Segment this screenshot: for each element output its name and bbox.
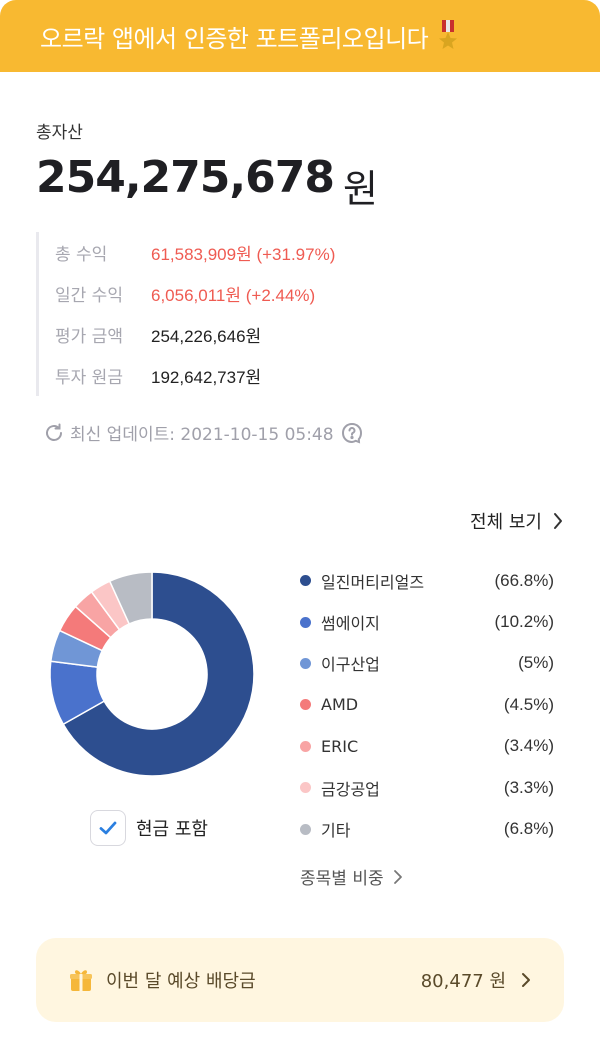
legend-item: ERIC (3.4%) xyxy=(300,726,554,767)
stat-value: 254,226,646원 xyxy=(151,327,262,346)
donut-slice-0 xyxy=(62,571,255,777)
legend-percent: (10.2%) xyxy=(494,612,554,632)
check-icon xyxy=(99,821,117,835)
legend-percent: (3.4%) xyxy=(503,736,554,756)
dividend-label: 이번 달 예상 배당금 xyxy=(106,971,256,992)
legend-percent: (3.3%) xyxy=(503,777,554,797)
legend-label: AMD xyxy=(321,695,359,715)
stat-row-daily-profit: 일간 수익 6,056,011원 (+2.44%) xyxy=(39,273,559,314)
legend-dot xyxy=(300,740,311,752)
banner-text: 오르락 앱에서 인증한 포트폴리오입니다 xyxy=(40,24,429,53)
legend-label: 이구산업 xyxy=(321,655,380,675)
stat-row-principal: 투자 원금 192,642,737원 xyxy=(39,355,559,396)
weight-by-stock-link[interactable]: 종목별 비중 xyxy=(300,864,404,889)
legend-percent: (66.8%) xyxy=(494,570,554,590)
legend-item: 썸에이지 (10.2%) xyxy=(300,601,554,642)
total-assets-unit: 원 xyxy=(343,167,378,211)
legend-dot xyxy=(300,823,311,835)
refresh-icon[interactable] xyxy=(42,421,66,445)
chevron-right-icon xyxy=(392,868,404,886)
legend-dot xyxy=(300,616,311,628)
view-all-link[interactable]: 전체 보기 xyxy=(470,508,564,534)
gift-icon xyxy=(68,967,94,993)
profit-stats: 총 수익 61,583,909원 (+31.97%) 일간 수익 6,056,0… xyxy=(36,232,559,396)
legend-item: 이구산업 (5%) xyxy=(300,643,554,684)
include-cash-label: 현금 포함 xyxy=(136,819,208,840)
legend-dot xyxy=(300,657,311,669)
legend-percent: (6.8%) xyxy=(503,819,554,839)
chart-legend: 일진머티리얼즈 (66.8%) 썸에이지 (10.2%) 이구산업 (5%) AMD (4.5… xyxy=(300,560,554,850)
holdings-donut-chart xyxy=(49,571,255,777)
donut-slice-6 xyxy=(108,571,153,625)
last-update: 최신 업데이트: 2021-10-15 05:48 xyxy=(42,420,364,445)
legend-dot xyxy=(300,575,311,587)
legend-label: 썸에이지 xyxy=(321,614,380,634)
stat-value: 6,056,011원 (+2.44%) xyxy=(151,286,316,305)
help-icon[interactable] xyxy=(340,421,364,445)
stat-value: 192,642,737원 xyxy=(151,368,262,387)
medal-icon xyxy=(436,20,460,52)
dividend-amount: 80,477 원 xyxy=(420,971,506,992)
legend-dot xyxy=(300,782,311,794)
stat-label: 평가 금액 xyxy=(55,327,123,347)
stat-value: 61,583,909원 (+31.97%) xyxy=(151,245,336,264)
stat-label: 일간 수익 xyxy=(55,286,123,306)
legend-item: 금강공업 (3.3%) xyxy=(300,767,554,808)
include-cash-checkbox[interactable]: 현금 포함 xyxy=(90,810,208,846)
legend-dot xyxy=(300,699,311,711)
total-assets-label: 총자산 xyxy=(36,123,83,143)
legend-label: 금강공업 xyxy=(321,779,380,799)
checkbox[interactable] xyxy=(90,810,126,846)
chevron-right-icon xyxy=(552,512,564,530)
monthly-dividend-card[interactable]: 이번 달 예상 배당금 80,477 원 xyxy=(36,938,564,1022)
total-assets-value: 254,275,678 xyxy=(36,152,335,203)
stat-row-valuation: 평가 금액 254,226,646원 xyxy=(39,314,559,355)
legend-item: AMD (4.5%) xyxy=(300,684,554,725)
legend-label: ERIC xyxy=(321,736,359,756)
legend-item: 기타 (6.8%) xyxy=(300,808,554,849)
certification-banner: 오르락 앱에서 인증한 포트폴리오입니다 xyxy=(0,0,600,72)
stat-label: 투자 원금 xyxy=(55,368,123,388)
legend-label: 기타 xyxy=(321,821,351,841)
stat-label: 총 수익 xyxy=(55,245,108,265)
update-text: 최신 업데이트: 2021-10-15 05:48 xyxy=(70,425,334,445)
legend-item: 일진머티리얼즈 (66.8%) xyxy=(300,560,554,601)
weight-by-stock-label: 종목별 비중 xyxy=(300,869,384,889)
view-all-label: 전체 보기 xyxy=(470,512,542,533)
legend-label: 일진머티리얼즈 xyxy=(321,572,425,592)
legend-percent: (4.5%) xyxy=(503,694,554,714)
legend-percent: (5%) xyxy=(518,653,554,673)
stat-row-total-profit: 총 수익 61,583,909원 (+31.97%) xyxy=(39,232,559,273)
chevron-right-icon xyxy=(520,971,532,989)
